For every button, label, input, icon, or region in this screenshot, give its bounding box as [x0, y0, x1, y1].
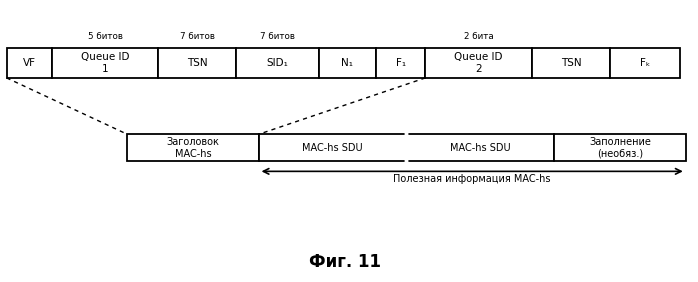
- Text: Фиг. 11: Фиг. 11: [309, 253, 381, 271]
- Text: Заполнение
(необяз.): Заполнение (необяз.): [589, 137, 651, 158]
- Text: Queue ID
1: Queue ID 1: [81, 52, 129, 74]
- Text: 5 битов: 5 битов: [88, 32, 123, 41]
- Bar: [406, 134, 554, 161]
- Text: Полезная информация MAC-hs: Полезная информация MAC-hs: [394, 174, 551, 184]
- Text: Fₖ: Fₖ: [640, 58, 651, 68]
- Bar: [52, 48, 158, 78]
- Bar: [158, 48, 237, 78]
- Bar: [318, 48, 376, 78]
- Bar: [127, 134, 259, 161]
- Text: Заголовок
MAC-hs: Заголовок MAC-hs: [167, 137, 219, 158]
- Bar: [532, 48, 610, 78]
- Text: MAC-hs SDU: MAC-hs SDU: [302, 143, 363, 153]
- Text: VF: VF: [22, 58, 36, 68]
- Text: F₁: F₁: [396, 58, 406, 68]
- Text: 7 битов: 7 битов: [260, 32, 295, 41]
- Text: MAC-hs SDU: MAC-hs SDU: [450, 143, 511, 153]
- Bar: [259, 134, 406, 161]
- Bar: [6, 48, 52, 78]
- Text: SID₁: SID₁: [267, 58, 288, 68]
- Bar: [425, 48, 532, 78]
- Bar: [610, 48, 680, 78]
- Text: TSN: TSN: [560, 58, 581, 68]
- Text: N₁: N₁: [341, 58, 353, 68]
- Text: Queue ID
2: Queue ID 2: [454, 52, 503, 74]
- Bar: [554, 134, 685, 161]
- Text: TSN: TSN: [187, 58, 208, 68]
- Bar: [237, 48, 318, 78]
- Text: 2 бита: 2 бита: [464, 32, 493, 41]
- Bar: [376, 48, 425, 78]
- Text: 7 битов: 7 битов: [180, 32, 215, 41]
